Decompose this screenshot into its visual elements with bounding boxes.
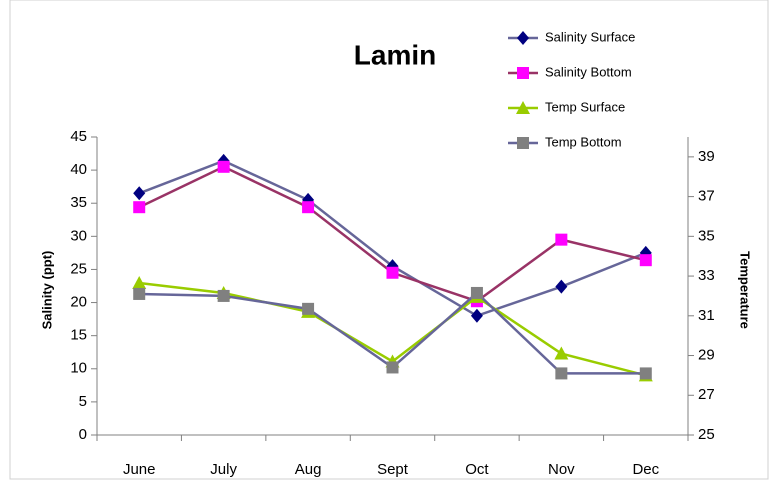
data-point bbox=[217, 289, 230, 302]
y-tick-label: 0 bbox=[79, 426, 87, 443]
legend-marker bbox=[516, 101, 530, 114]
x-tick-label: Oct bbox=[465, 461, 489, 478]
legend-label: Salinity Bottom bbox=[545, 64, 632, 79]
x-tick-label: Dec bbox=[632, 461, 659, 478]
y-tick-label: 25 bbox=[70, 260, 87, 277]
y2-tick-label: 29 bbox=[698, 347, 715, 364]
data-point bbox=[470, 286, 483, 299]
data-point bbox=[639, 254, 652, 267]
y-tick-label: 5 bbox=[79, 393, 87, 410]
data-point bbox=[133, 201, 146, 214]
x-tick-label: Nov bbox=[548, 461, 575, 478]
data-point bbox=[554, 346, 569, 360]
data-point bbox=[555, 367, 568, 380]
y2-axis-label: Temperature bbox=[738, 251, 753, 329]
y-tick-label: 30 bbox=[70, 227, 87, 244]
data-point bbox=[555, 279, 568, 294]
y2-tick-label: 25 bbox=[698, 426, 715, 443]
x-tick-label: Sept bbox=[377, 461, 409, 478]
x-tick-label: Aug bbox=[295, 461, 322, 478]
legend-marker bbox=[517, 137, 529, 149]
y-axis-label: Salinity (ppt) bbox=[39, 251, 54, 330]
data-point bbox=[133, 287, 146, 300]
data-point bbox=[133, 186, 146, 201]
y2-tick-label: 33 bbox=[698, 267, 715, 284]
legend-label: Salinity Surface bbox=[545, 29, 635, 44]
legend-label: Temp Bottom bbox=[545, 134, 622, 149]
chart-frame bbox=[9, 0, 769, 480]
data-point bbox=[217, 160, 230, 173]
y-tick-label: 45 bbox=[70, 128, 87, 145]
legend-marker bbox=[517, 67, 529, 79]
chart-title: Lamin bbox=[354, 39, 436, 70]
data-point bbox=[470, 308, 483, 323]
data-point bbox=[386, 361, 399, 374]
x-tick-label: June bbox=[123, 461, 156, 478]
y-tick-label: 10 bbox=[70, 360, 87, 377]
data-point bbox=[555, 233, 568, 246]
legend-label: Temp Surface bbox=[545, 99, 625, 114]
legend-marker bbox=[517, 31, 529, 45]
y2-tick-label: 37 bbox=[698, 188, 715, 205]
data-point bbox=[132, 276, 147, 290]
y2-tick-label: 39 bbox=[698, 148, 715, 165]
y2-tick-label: 35 bbox=[698, 227, 715, 244]
y-tick-label: 40 bbox=[70, 161, 87, 178]
y-tick-label: 15 bbox=[70, 327, 87, 344]
y-tick-label: 35 bbox=[70, 194, 87, 211]
data-point bbox=[639, 367, 652, 380]
data-point bbox=[386, 266, 399, 279]
x-tick-label: July bbox=[210, 461, 237, 478]
data-point bbox=[302, 302, 315, 315]
data-point bbox=[302, 201, 315, 214]
y2-tick-label: 31 bbox=[698, 307, 715, 324]
y2-tick-label: 27 bbox=[698, 386, 715, 403]
y-tick-label: 20 bbox=[70, 294, 87, 311]
